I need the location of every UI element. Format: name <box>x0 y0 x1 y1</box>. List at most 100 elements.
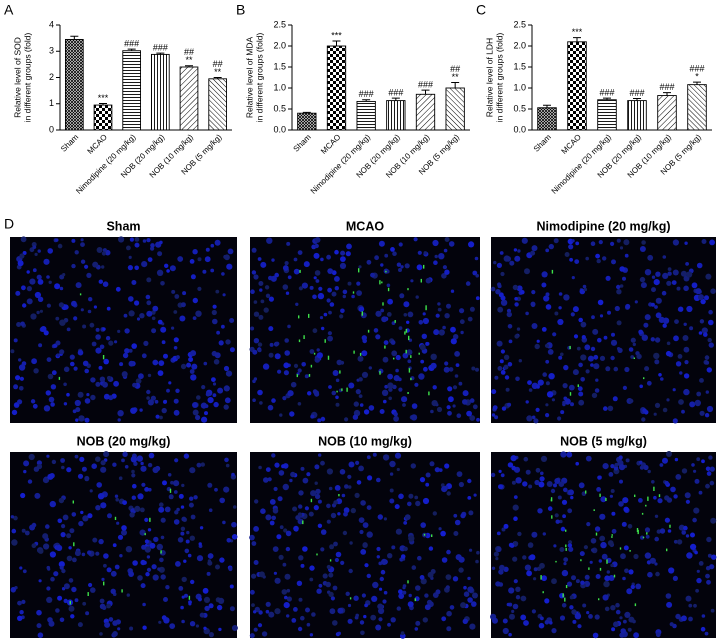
tunel-signal <box>316 553 318 556</box>
nucleus <box>298 555 304 561</box>
tunel-signal <box>550 497 553 502</box>
nucleus <box>513 495 518 499</box>
nucleus <box>401 396 408 403</box>
nucleus <box>133 461 138 466</box>
nucleus <box>36 310 40 315</box>
nucleus <box>685 262 689 266</box>
nucleus <box>357 355 364 362</box>
nucleus <box>517 531 522 537</box>
nucleus <box>63 366 70 373</box>
nucleus <box>411 403 418 409</box>
nucleus <box>590 346 596 352</box>
nucleus <box>134 265 139 271</box>
nucleus <box>125 546 133 553</box>
nucleus <box>71 512 77 517</box>
tunel-signal <box>308 313 310 318</box>
nucleus <box>128 296 134 302</box>
nucleus <box>18 364 26 371</box>
y-tick-label: 2.5 <box>273 19 286 29</box>
nucleus <box>115 497 119 502</box>
tunel-signal <box>599 493 601 497</box>
nucleus <box>152 359 159 366</box>
nucleus <box>197 597 202 602</box>
nucleus <box>599 314 604 318</box>
nucleus <box>26 286 32 292</box>
nucleus <box>334 485 341 491</box>
nucleus <box>415 500 421 507</box>
nucleus <box>571 609 577 615</box>
nucleus <box>181 483 185 488</box>
nucleus <box>210 243 215 248</box>
nucleus <box>514 302 519 307</box>
nucleus <box>553 544 557 548</box>
nucleus <box>453 513 458 518</box>
nucleus <box>161 340 166 345</box>
nucleus <box>268 296 274 302</box>
nucleus <box>414 495 419 500</box>
nucleus <box>442 265 447 270</box>
nucleus <box>654 337 661 343</box>
nucleus <box>59 319 66 326</box>
nucleus <box>475 296 480 301</box>
nucleus <box>675 613 681 620</box>
nucleus <box>438 527 442 531</box>
nucleus <box>301 362 307 367</box>
nucleus <box>694 478 700 484</box>
y-tick-label: 1.5 <box>273 61 286 71</box>
nucleus <box>320 257 324 262</box>
nucleus <box>557 318 564 326</box>
nucleus <box>658 316 665 323</box>
nucleus <box>382 599 387 604</box>
nucleus <box>137 493 144 500</box>
tunel-signal <box>394 320 396 323</box>
nucleus <box>708 342 714 348</box>
nucleus <box>444 463 450 469</box>
tunel-signal <box>577 384 579 387</box>
nucleus <box>77 622 83 628</box>
nucleus <box>208 508 213 512</box>
nucleus <box>142 602 146 607</box>
nucleus <box>672 418 678 424</box>
nucleus <box>673 494 678 499</box>
nucleus <box>542 532 546 536</box>
nucleus <box>432 385 437 390</box>
nucleus <box>684 492 691 499</box>
nucleus <box>59 565 64 570</box>
nucleus <box>459 319 465 325</box>
nucleus <box>273 571 277 575</box>
nucleus <box>563 364 569 371</box>
nucleus <box>705 390 709 394</box>
nucleus <box>312 294 317 300</box>
bar <box>64 38 84 131</box>
nucleus <box>232 505 237 509</box>
nucleus <box>387 373 393 380</box>
nucleus <box>620 553 626 560</box>
nucleus <box>544 620 550 625</box>
nucleus <box>97 493 105 500</box>
nucleus <box>74 250 79 255</box>
nucleus <box>268 326 274 332</box>
nucleus <box>225 370 233 377</box>
nucleus <box>389 472 394 476</box>
nucleus <box>110 588 116 594</box>
tunel-signal <box>540 575 542 580</box>
nucleus <box>184 548 190 554</box>
nucleus <box>289 478 293 483</box>
nucleus <box>213 359 220 365</box>
nucleus <box>88 582 93 588</box>
significance-label: ## <box>184 47 194 57</box>
nucleus <box>277 369 282 374</box>
nucleus <box>611 528 617 534</box>
tunel-signal <box>585 490 587 494</box>
nucleus <box>385 269 390 274</box>
nucleus <box>672 388 676 392</box>
nucleus <box>495 289 501 295</box>
nucleus <box>99 632 103 636</box>
tunel-signal <box>341 388 343 391</box>
nucleus <box>699 378 704 383</box>
nucleus <box>356 290 362 296</box>
nucleus <box>55 608 60 613</box>
nucleus <box>293 268 300 275</box>
nucleus <box>110 570 117 577</box>
nucleus <box>644 314 651 321</box>
